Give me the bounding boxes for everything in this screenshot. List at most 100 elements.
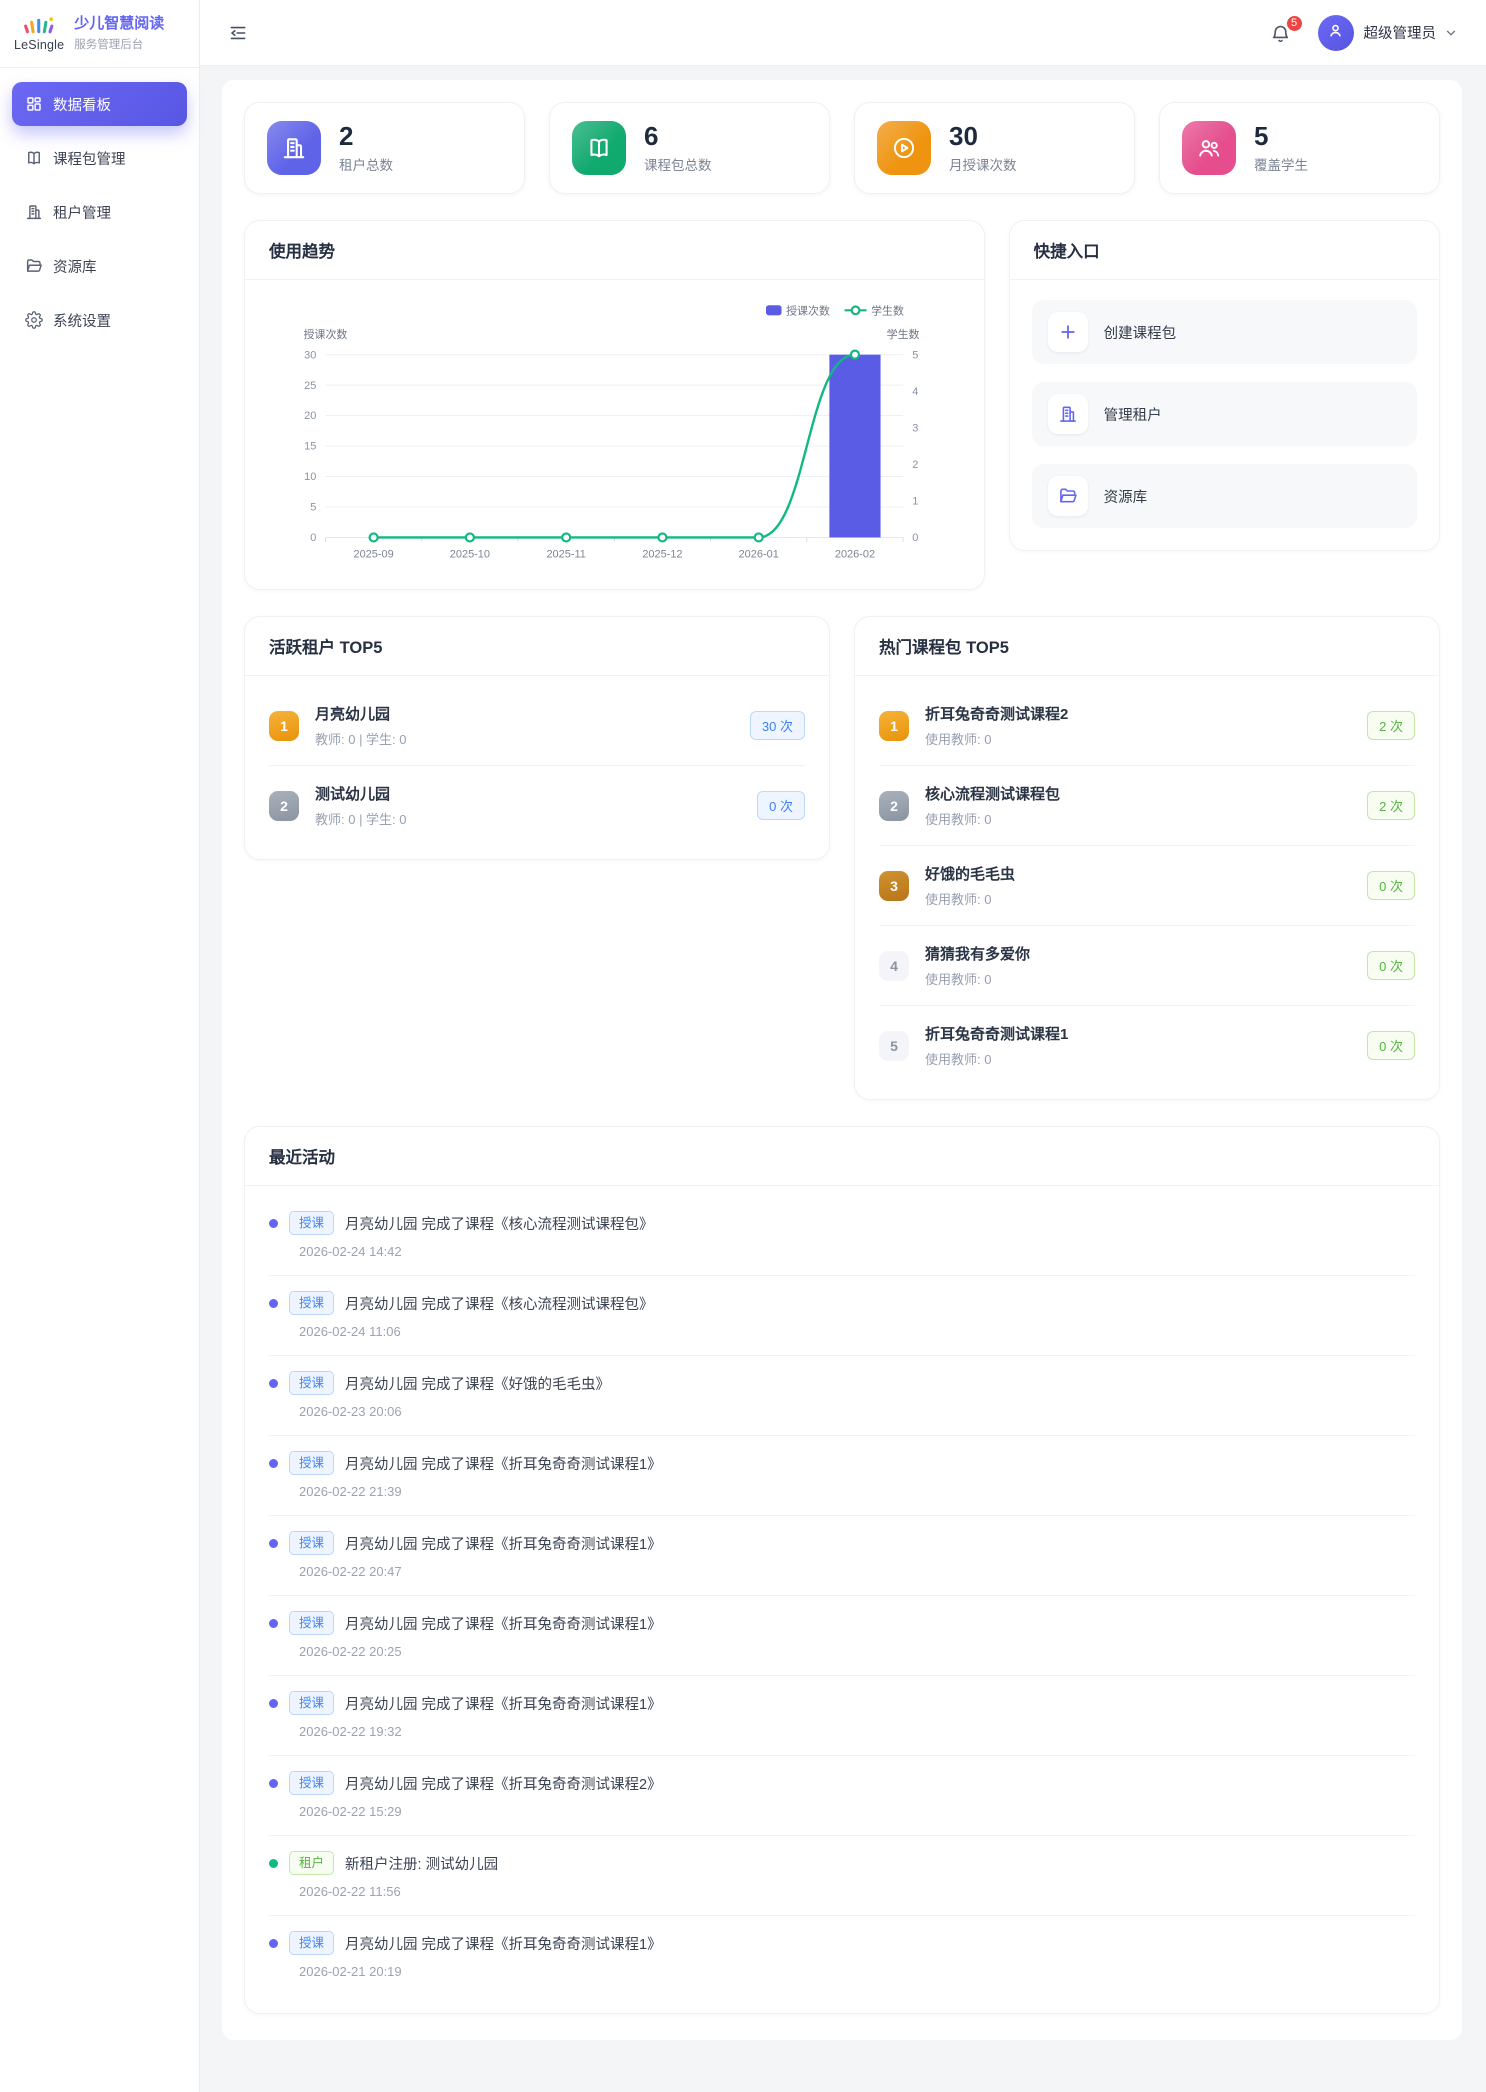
stat-label: 覆盖学生: [1254, 158, 1308, 174]
rank-badge: 3: [879, 870, 909, 901]
count-badge: 0 次: [1367, 1031, 1415, 1061]
svg-text:20: 20: [304, 410, 316, 422]
top5-item: 4 猜猜我有多爱你 使用教师: 0 0 次: [879, 926, 1415, 1007]
top5-info: 测试幼儿园 教师: 0 | 学生: 0: [315, 783, 741, 828]
svg-text:2026-02: 2026-02: [835, 549, 875, 561]
svg-text:30: 30: [304, 349, 316, 361]
svg-text:2025-10: 2025-10: [450, 549, 490, 561]
activity-row: 授课 月亮幼儿园 完成了课程《折耳兔奇奇测试课程1》: [269, 1931, 1415, 1956]
activity-row: 授课 月亮幼儿园 完成了课程《好饿的毛毛虫》: [269, 1371, 1415, 1396]
activity-item: 授课 月亮幼儿园 完成了课程《好饿的毛毛虫》 2026-02-23 20:06: [269, 1356, 1415, 1437]
activity-tag: 授课: [289, 1291, 335, 1316]
bar-2026-02: [829, 354, 881, 538]
top5-meta: 使用教师: 0: [925, 1052, 992, 1068]
sidebar-item-label: 数据看板: [53, 97, 111, 114]
activity-text: 月亮幼儿园 完成了课程《折耳兔奇奇测试课程1》: [345, 1616, 662, 1633]
lesingle-logo-icon: [24, 17, 54, 34]
brand-logo: LeSingle: [14, 15, 64, 52]
svg-text:授课次数: 授课次数: [304, 327, 348, 341]
stat-texts: 5 覆盖学生: [1254, 120, 1308, 175]
activity-tag: 租户: [289, 1851, 335, 1876]
stat-value: 30: [949, 120, 978, 151]
main-column: 5 超级管理员 2 租户总数 6 课程包总数 30 月授课次数: [200, 0, 1486, 2092]
quick-entry-title: 快捷入口: [1009, 221, 1439, 280]
notification-bell-icon[interactable]: 5: [1270, 13, 1304, 48]
gear-icon: [25, 311, 43, 329]
activity-text: 月亮幼儿园 完成了课程《核心流程测试课程包》: [345, 1216, 654, 1233]
person-icon: [1326, 21, 1345, 45]
stat-label: 租户总数: [339, 158, 393, 174]
chevron-down-icon: [1444, 26, 1458, 40]
brand-text: 少儿智慧阅读 服务管理后台: [74, 15, 164, 52]
activity-text: 月亮幼儿园 完成了课程《核心流程测试课程包》: [345, 1296, 654, 1313]
activity-text: 月亮幼儿园 完成了课程《折耳兔奇奇测试课程1》: [345, 1936, 662, 1953]
stat-card: 30 月授课次数: [854, 102, 1135, 194]
activity-item: 授课 月亮幼儿园 完成了课程《折耳兔奇奇测试课程1》 2026-02-21 20…: [269, 1916, 1415, 1995]
activity-item: 授课 月亮幼儿园 完成了课程《折耳兔奇奇测试课程1》 2026-02-22 20…: [269, 1516, 1415, 1597]
stat-label: 月授课次数: [949, 158, 1017, 174]
quick-entry-item[interactable]: 管理租户: [1031, 382, 1417, 446]
sidebar-item[interactable]: 课程包管理: [12, 136, 187, 180]
building-icon: [25, 203, 43, 221]
stat-value: 5: [1254, 120, 1269, 151]
sidebar-item[interactable]: 数据看板: [12, 82, 187, 126]
activity-text: 月亮幼儿园 完成了课程《好饿的毛毛虫》: [345, 1376, 611, 1393]
activity-dot: [269, 1938, 278, 1948]
activity-row: 授课 月亮幼儿园 完成了课程《折耳兔奇奇测试课程1》: [269, 1691, 1415, 1716]
count-badge: 2 次: [1367, 791, 1415, 821]
sidebar-item-label: 租户管理: [53, 205, 111, 222]
plus-icon: [1047, 312, 1088, 352]
sidebar-item[interactable]: 系统设置: [12, 298, 187, 342]
activity-tag: 授课: [289, 1691, 335, 1716]
usage-trend-chart: 0 5 10 15 20 25 30 0 1 2 3 4 5 授课次数 学生数 2025-09 2025-10 2…: [245, 280, 984, 589]
hot-packages-card: 热门课程包 TOP5 1 折耳兔奇奇测试课程2 使用教师: 0 2 次 2 核心…: [854, 616, 1440, 1101]
svg-text:10: 10: [304, 471, 316, 483]
quick-entry-label: 创建课程包: [1103, 325, 1177, 342]
svg-text:0: 0: [310, 532, 316, 544]
activity-item: 授课 月亮幼儿园 完成了课程《折耳兔奇奇测试课程1》 2026-02-22 19…: [269, 1676, 1415, 1757]
top5-meta: 使用教师: 0: [925, 972, 992, 988]
activity-dot: [269, 1218, 278, 1228]
user-menu[interactable]: 超级管理员: [1317, 14, 1459, 51]
svg-text:5: 5: [912, 349, 918, 361]
top5-name: 折耳兔奇奇测试课程1: [925, 1026, 1069, 1044]
svg-text:3: 3: [912, 422, 918, 434]
hot-packages-title: 热门课程包 TOP5: [855, 617, 1439, 677]
svg-text:5: 5: [310, 502, 316, 514]
trend-and-quick-row: 使用趋势 0 5 10 15 20 25 30 0 1 2 3 4 5 授课次数 学生数 2025-09 202…: [244, 220, 1440, 591]
activity-tag: 授课: [289, 1371, 335, 1396]
activity-text: 月亮幼儿园 完成了课程《折耳兔奇奇测试课程1》: [345, 1536, 662, 1553]
count-badge: 2 次: [1367, 711, 1415, 741]
activity-dot: [269, 1618, 278, 1628]
active-tenants-card: 活跃租户 TOP5 1 月亮幼儿园 教师: 0 | 学生: 0 30 次 2 测…: [244, 616, 830, 861]
activity-text: 月亮幼儿园 完成了课程《折耳兔奇奇测试课程1》: [345, 1456, 662, 1473]
activity-dot: [269, 1858, 278, 1868]
top5-item: 5 折耳兔奇奇测试课程1 使用教师: 0 0 次: [879, 1006, 1415, 1085]
sidebar-item[interactable]: 资源库: [12, 244, 187, 288]
hot-packages-list: 1 折耳兔奇奇测试课程2 使用教师: 0 2 次 2 核心流程测试课程包 使用教…: [855, 676, 1439, 1099]
svg-text:学生数: 学生数: [887, 327, 920, 341]
activity-dot: [269, 1298, 278, 1308]
stats-row: 2 租户总数 6 课程包总数 30 月授课次数 5 覆盖学生: [244, 102, 1440, 194]
sidebar-item[interactable]: 租户管理: [12, 190, 187, 234]
quick-entry-item[interactable]: 资源库: [1031, 464, 1417, 528]
activity-time: 2026-02-22 19:32: [299, 1724, 402, 1740]
bell-icon: [1270, 25, 1291, 48]
stat-texts: 6 课程包总数: [644, 121, 712, 175]
activity-time: 2026-02-24 14:42: [299, 1244, 402, 1260]
building-icon: [1047, 394, 1088, 434]
activity-item: 授课 月亮幼儿园 完成了课程《折耳兔奇奇测试课程2》 2026-02-22 15…: [269, 1756, 1415, 1837]
top5-item: 2 测试幼儿园 教师: 0 | 学生: 0 0 次: [269, 766, 805, 845]
sidebar-collapse-icon[interactable]: [228, 20, 254, 46]
stat-texts: 2 租户总数: [339, 121, 393, 175]
quick-entry-list: 创建课程包 管理租户 资源库: [1010, 280, 1439, 550]
activity-row: 授课 月亮幼儿园 完成了课程《折耳兔奇奇测试课程1》: [269, 1451, 1415, 1476]
stat-card: 2 租户总数: [244, 102, 525, 194]
quick-entry-item[interactable]: 创建课程包: [1031, 300, 1417, 364]
svg-text:15: 15: [304, 441, 316, 453]
top5-info: 月亮幼儿园 教师: 0 | 学生: 0: [315, 703, 734, 748]
activity-row: 授课 月亮幼儿园 完成了课程《核心流程测试课程包》: [269, 1291, 1415, 1316]
top5-name: 月亮幼儿园: [315, 706, 391, 724]
sidebar-item-label: 课程包管理: [53, 151, 126, 168]
